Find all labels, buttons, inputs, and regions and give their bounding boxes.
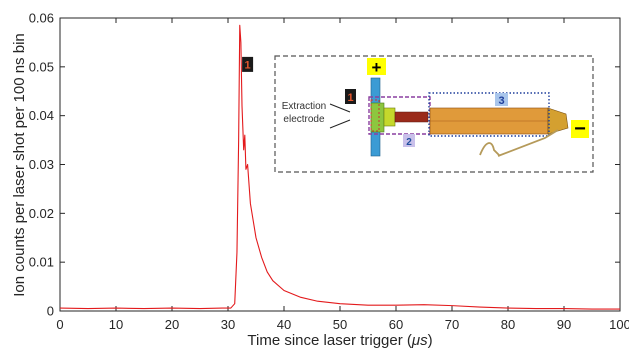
y-tick-label: 0.01 [29,255,54,270]
inset-region-3-badge [495,93,508,106]
y-tick-label: 0.02 [29,206,54,221]
inset-region-3-box [428,92,550,137]
y-tick-label: 0.03 [29,157,54,172]
peak-annotation: 1 [242,56,254,72]
x-tick-label: 70 [445,317,459,332]
plus-badge [367,58,386,75]
x-tick-label: 0 [56,317,63,332]
x-tick-label: 40 [277,317,291,332]
y-tick-label: 0 [47,304,54,319]
y-tick-label: 0.06 [29,11,54,26]
electrode-label-line1: Extraction [282,101,326,112]
x-axis-label: Time since laser trigger (μs) [247,332,432,349]
minus-badge [571,120,589,138]
x-axis-label-text: Time since laser trigger ( [247,332,412,349]
x-axis-label-close: ) [428,332,433,349]
x-tick-label: 20 [165,317,179,332]
peak-annotation-badge [242,56,254,72]
inset-region-2-badge [403,134,415,147]
electrode-pointer-bottom [329,119,351,129]
inset-schematic: Extraction electrode 1 + 2 3 − [274,55,594,173]
y-axis-ticks: 0 0.01 0.02 0.03 0.04 0.05 0.06 [29,11,620,319]
series-layer [59,24,620,310]
x-axis-ticks: 0 10 20 30 40 50 60 70 80 90 100 [56,18,629,332]
x-tick-label: 100 [609,317,629,332]
electrode-yellow-block [383,107,396,127]
plus-sign: + [372,58,382,77]
inset-region-1-label: 1 [347,92,353,104]
x-tick-label: 90 [557,317,571,332]
wire-loop [479,142,501,157]
y-tick-label: 0.04 [29,108,54,123]
y-axis-label: Ion counts per laser shot per 100 ns bin [11,33,28,297]
x-tick-label: 80 [501,317,515,332]
drift-tube-end [547,107,569,135]
x-tick-label: 50 [333,317,347,332]
electrode-pointer-top [329,103,351,113]
x-axis-label-unit: μs [411,332,428,349]
inset-region-1-box [370,99,380,132]
y-tick-label: 0.05 [29,59,54,74]
inset-region-1-badge [345,89,356,104]
inset-region-3-label: 3 [498,95,504,107]
series-line-0 [59,24,620,310]
peak-annotation-label: 1 [245,59,251,71]
minus-sign: − [574,118,586,140]
x-tick-label: 30 [221,317,235,332]
x-tick-label: 10 [109,317,123,332]
ion-channel-narrow [394,111,429,123]
wire-lead [497,129,559,157]
inset-region-2-label: 2 [406,137,412,148]
x-tick-label: 60 [389,317,403,332]
electrode-green-block [370,102,385,133]
electrode-label-line2: electrode [283,114,325,125]
